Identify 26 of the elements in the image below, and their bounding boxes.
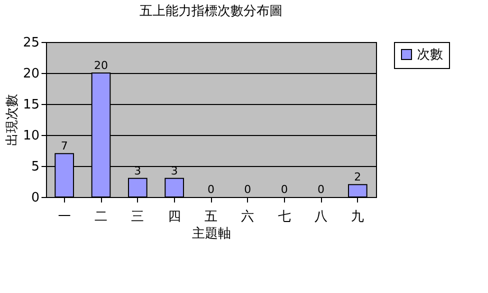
data-label: 7 — [60, 140, 68, 153]
x-tick-label: 四 — [168, 210, 181, 224]
x-tick-label: 九 — [351, 210, 364, 224]
legend-label: 次數 — [417, 48, 443, 62]
data-label: 2 — [354, 170, 362, 184]
y-tick-label: 0 — [31, 190, 40, 206]
data-label: 0 — [318, 183, 324, 196]
y-tick-label: 15 — [22, 98, 40, 112]
data-label: 20 — [94, 59, 108, 72]
y-tick-label: 20 — [22, 66, 40, 82]
data-label: 0 — [208, 183, 214, 196]
x-tick-label: 六 — [241, 210, 254, 224]
x-tick-label: 八 — [314, 210, 328, 224]
data-label: 0 — [280, 183, 288, 196]
x-tick-label: 一 — [58, 210, 71, 224]
y-tick-label: 5 — [31, 160, 40, 174]
x-tick-label: 二 — [94, 210, 108, 224]
x-tick-label: 五 — [204, 210, 218, 224]
data-label: 0 — [244, 183, 252, 196]
y-tick-label: 25 — [22, 36, 40, 50]
y-tick-label: 10 — [22, 128, 40, 144]
x-tick-label: 三 — [131, 210, 144, 224]
y-axis-title: 出現次數 — [4, 94, 20, 146]
chart-title: 五上能力指標次數分布圖 — [140, 4, 282, 19]
x-tick-label: 七 — [278, 210, 291, 224]
x-axis-title: 主題軸 — [192, 226, 231, 242]
